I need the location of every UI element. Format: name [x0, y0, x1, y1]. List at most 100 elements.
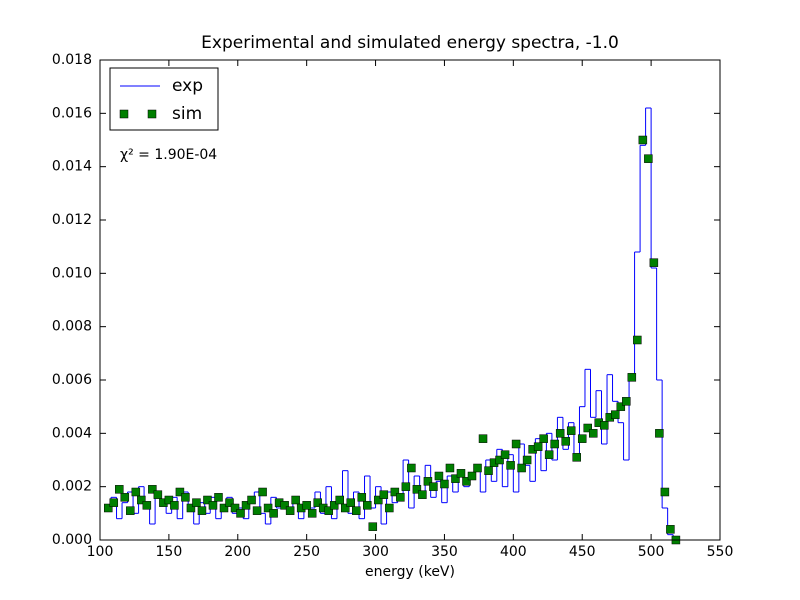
marker [340, 503, 350, 513]
legend-swatch [119, 109, 129, 119]
marker [522, 455, 532, 465]
marker [633, 335, 642, 345]
x-tick-label: 100 [87, 544, 114, 560]
marker [269, 509, 278, 518]
marker [467, 471, 477, 481]
legend-label: exp [172, 76, 203, 96]
legend-label: sim [172, 104, 202, 124]
marker [561, 437, 570, 446]
marker [258, 487, 267, 497]
marker [247, 495, 256, 505]
marker [357, 493, 367, 502]
x-axis-label: energy (keV) [365, 564, 455, 580]
x-tick-label: 450 [569, 544, 596, 560]
legend-swatch [147, 109, 157, 119]
marker [104, 503, 113, 513]
marker [374, 495, 383, 505]
marker [583, 423, 592, 433]
marker [236, 509, 245, 518]
marker [214, 493, 223, 502]
marker [153, 490, 163, 499]
marker [307, 509, 317, 518]
marker [230, 503, 240, 513]
marker [324, 506, 333, 515]
marker [473, 463, 482, 473]
chart-title: Experimental and simulated energy spectr… [201, 33, 619, 53]
annotation: χ² = 1.90E-04 [120, 147, 217, 163]
marker [115, 485, 124, 494]
marker [225, 498, 234, 507]
y-tick-label: 0.008 [52, 319, 92, 335]
x-tick-label: 350 [431, 544, 458, 560]
marker [462, 477, 471, 486]
marker [186, 503, 196, 513]
marker [533, 442, 543, 451]
marker [478, 434, 488, 443]
marker [655, 429, 664, 438]
marker [429, 482, 438, 491]
marker [352, 506, 361, 515]
marker [588, 429, 598, 438]
x-tick-label: 400 [500, 544, 527, 560]
marker [385, 503, 394, 513]
marker [241, 501, 251, 510]
marker [484, 466, 493, 475]
marker [302, 501, 311, 510]
marker [164, 495, 174, 505]
marker [109, 498, 119, 507]
marker [572, 453, 581, 462]
marker [175, 487, 185, 497]
marker [368, 522, 378, 531]
marker [423, 477, 433, 486]
marker [120, 493, 130, 502]
marker [280, 501, 289, 510]
plot-frame [99, 59, 721, 541]
marker [418, 490, 427, 499]
marker [666, 525, 675, 534]
y-tick-label: 0.018 [52, 52, 92, 68]
x-tick-label: 150 [156, 544, 183, 560]
marker [363, 501, 372, 510]
marker [500, 450, 510, 459]
x-tick-label: 500 [638, 544, 665, 560]
marker [335, 495, 344, 505]
marker [600, 421, 609, 430]
x-tick-label: 200 [224, 544, 251, 560]
marker [550, 439, 559, 449]
legend-box [109, 67, 219, 131]
y-tick-label: 0.002 [52, 479, 92, 495]
marker [192, 498, 201, 507]
marker [379, 490, 389, 499]
marker [517, 463, 526, 473]
marker [131, 487, 141, 497]
marker [649, 258, 659, 267]
marker [577, 434, 587, 443]
marker [627, 373, 637, 382]
x-tick-label: 550 [707, 544, 734, 560]
x-tick-label: 250 [293, 544, 320, 560]
marker [291, 495, 300, 505]
marker [252, 506, 262, 515]
x-tick-label: 300 [362, 544, 389, 560]
y-tick-label: 0.006 [52, 372, 92, 388]
marker [148, 485, 157, 494]
marker [544, 450, 554, 459]
y-tick-label: 0.000 [52, 532, 92, 548]
marker [566, 426, 576, 435]
marker [346, 498, 356, 507]
marker [219, 503, 229, 513]
marker [170, 501, 179, 510]
marker [644, 154, 653, 163]
marker [638, 135, 648, 145]
y-tick-label: 0.014 [52, 159, 92, 175]
marker [203, 495, 212, 505]
marker [285, 506, 295, 515]
y-tick-label: 0.016 [52, 105, 92, 121]
marker [137, 495, 146, 505]
marker [313, 498, 322, 507]
marker [555, 429, 565, 438]
y-tick-label: 0.004 [52, 425, 92, 441]
marker [412, 485, 422, 494]
marker [142, 501, 152, 510]
marker [456, 469, 466, 478]
